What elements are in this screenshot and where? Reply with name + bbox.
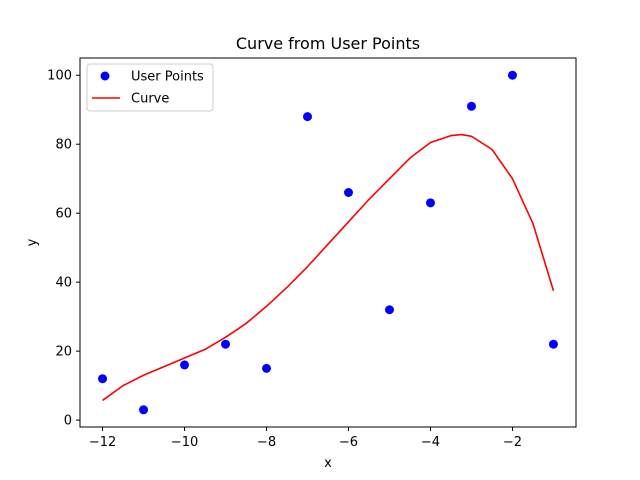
data-point — [507, 70, 517, 80]
y-tick-label: 80 — [55, 138, 72, 153]
data-point — [384, 305, 394, 315]
data-point — [139, 405, 149, 415]
y-tick-label: 60 — [55, 207, 72, 222]
data-point — [466, 101, 476, 111]
x-tick-label: −2 — [503, 435, 522, 450]
chart-title: Curve from User Points — [236, 34, 420, 53]
x-tick-label: −10 — [171, 435, 198, 450]
legend-marker-user-points — [100, 71, 110, 81]
y-axis-label: y — [25, 238, 40, 246]
data-point — [262, 363, 272, 373]
data-point — [548, 339, 558, 349]
data-point — [98, 374, 108, 384]
axis-ticks: −12 −10 −8 −6 −4 −2 0 20 40 60 80 100 — [47, 69, 522, 450]
legend-label: User Points — [131, 70, 204, 85]
y-tick-label: 100 — [47, 69, 72, 84]
axes-frame — [79, 57, 577, 428]
legend: User Points Curve — [86, 63, 214, 112]
legend-box — [86, 63, 214, 112]
x-tick-label: −6 — [339, 435, 358, 450]
legend-label: Curve — [131, 92, 169, 107]
data-point — [343, 187, 353, 197]
data-point — [425, 198, 435, 208]
data-point — [180, 360, 190, 370]
x-axis-label: x — [324, 456, 332, 471]
plot-area — [98, 70, 558, 415]
data-point — [221, 339, 231, 349]
y-tick-label: 40 — [55, 276, 72, 291]
x-tick-label: −12 — [89, 435, 116, 450]
x-tick-label: −8 — [257, 435, 276, 450]
curve-line — [102, 133, 555, 402]
y-tick-label: 20 — [55, 345, 72, 360]
x-tick-label: −4 — [421, 435, 440, 450]
y-tick-label: 0 — [64, 414, 72, 429]
data-point — [303, 112, 313, 122]
